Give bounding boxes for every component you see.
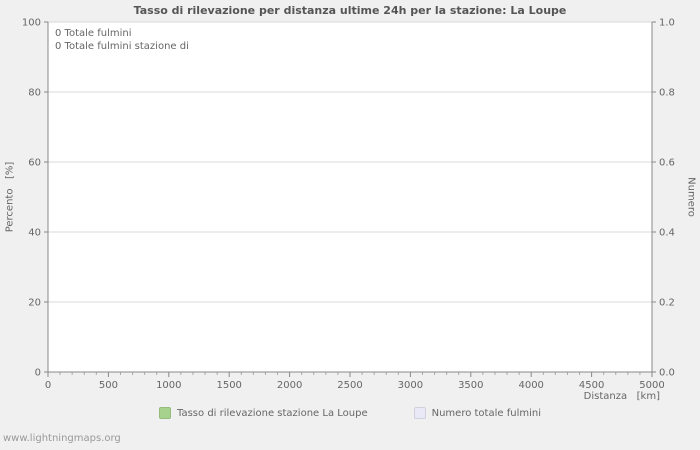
- legend-label-total-lightning: Numero totale fulmini: [431, 407, 541, 419]
- x-tick-label: 1500: [216, 380, 241, 391]
- legend-swatch-detection-rate: [159, 407, 172, 419]
- legend: Tasso di rilevazione stazione La Loupe N…: [0, 407, 700, 419]
- y-tick-label-left: 20: [28, 298, 41, 309]
- watermark: www.lightningmaps.org: [3, 433, 121, 444]
- x-tick-label: 1000: [156, 380, 181, 391]
- y-axis-label-left: Percento [%]: [4, 161, 16, 233]
- y-tick-label-right: 0.4: [659, 228, 675, 239]
- x-tick-label: 0: [45, 380, 51, 391]
- y-tick-label-left: 80: [28, 88, 41, 99]
- x-tick-label: 2500: [337, 380, 362, 391]
- y-tick-label-left: 0: [35, 368, 41, 379]
- chart-title: Tasso di rilevazione per distanza ultime…: [133, 4, 567, 17]
- y-tick-label-left: 40: [28, 228, 41, 239]
- y-tick-label-right: 0.2: [659, 298, 675, 309]
- y-tick-label-left: 60: [28, 158, 41, 169]
- x-tick-label: 3500: [458, 380, 483, 391]
- y-tick-label-left: 100: [22, 18, 41, 29]
- annotation-station-lightning: 0 Totale fulmini stazione di: [55, 41, 189, 52]
- x-axis-label: Distanza [km]: [583, 391, 660, 402]
- y-tick-label-right: 0.6: [659, 158, 675, 169]
- x-tick-label: 500: [99, 380, 118, 391]
- y-tick-label-right: 0.8: [659, 88, 675, 99]
- plot-annotations: 0 Totale fulmini 0 Totale fulmini stazio…: [55, 27, 189, 53]
- x-tick-label: 4500: [579, 380, 604, 391]
- y-tick-label-right: 0.0: [659, 368, 675, 379]
- legend-label-detection-rate: Tasso di rilevazione stazione La Loupe: [177, 407, 368, 419]
- x-tick-label: 4000: [518, 380, 543, 391]
- x-tick-label: 5000: [639, 380, 664, 391]
- y-axis-label-right: Numero: [685, 177, 697, 217]
- annotation-total-lightning: 0 Totale fulmini: [55, 28, 132, 39]
- x-tick-label: 3000: [398, 380, 423, 391]
- legend-swatch-total-lightning: [413, 407, 426, 419]
- x-tick-label: 2000: [277, 380, 302, 391]
- y-tick-label-right: 1.0: [659, 18, 675, 29]
- plot-background: [48, 22, 652, 372]
